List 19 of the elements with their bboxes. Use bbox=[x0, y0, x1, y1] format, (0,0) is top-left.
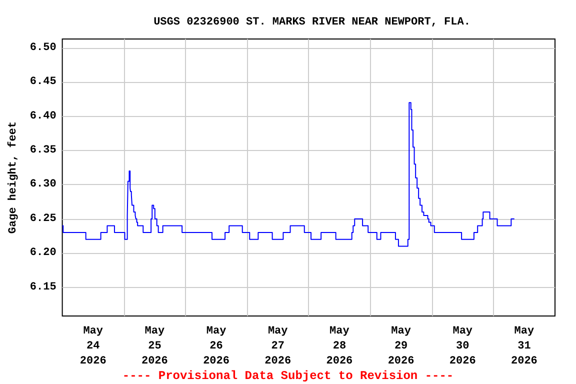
y-tick-label: 6.35 bbox=[30, 144, 57, 156]
x-tick-label: May 26 2026 bbox=[203, 326, 230, 368]
x-tick-label: May 24 2026 bbox=[80, 326, 106, 368]
x-tick-label: May 28 2026 bbox=[326, 326, 353, 368]
x-tick-label: May 25 2026 bbox=[141, 326, 168, 368]
y-tick-label: 6.20 bbox=[30, 247, 56, 260]
x-tick-label: May 31 2026 bbox=[511, 326, 538, 368]
y-tick-label: 6.25 bbox=[30, 212, 57, 225]
y-tick-label: 6.15 bbox=[30, 281, 57, 294]
y-tick-label: 6.40 bbox=[30, 110, 56, 122]
y-axis-title: Gage height, feet bbox=[6, 121, 20, 234]
text: ---- Provisional Data Subject to Revision ---- bbox=[122, 369, 454, 383]
y-tick-label: 6.50 bbox=[30, 42, 56, 54]
x-tick-label: May 29 2026 bbox=[388, 326, 414, 368]
y-tick-label: 6.45 bbox=[30, 76, 57, 88]
y-tick-label: 6.30 bbox=[30, 178, 56, 191]
chart-title: USGS 02326900 ST. MARKS RIVER NEAR NEWPORT, FLA. bbox=[154, 16, 470, 28]
x-tick-label: May 27 2026 bbox=[264, 326, 292, 368]
x-tick-label: May 30 2026 bbox=[449, 326, 476, 368]
